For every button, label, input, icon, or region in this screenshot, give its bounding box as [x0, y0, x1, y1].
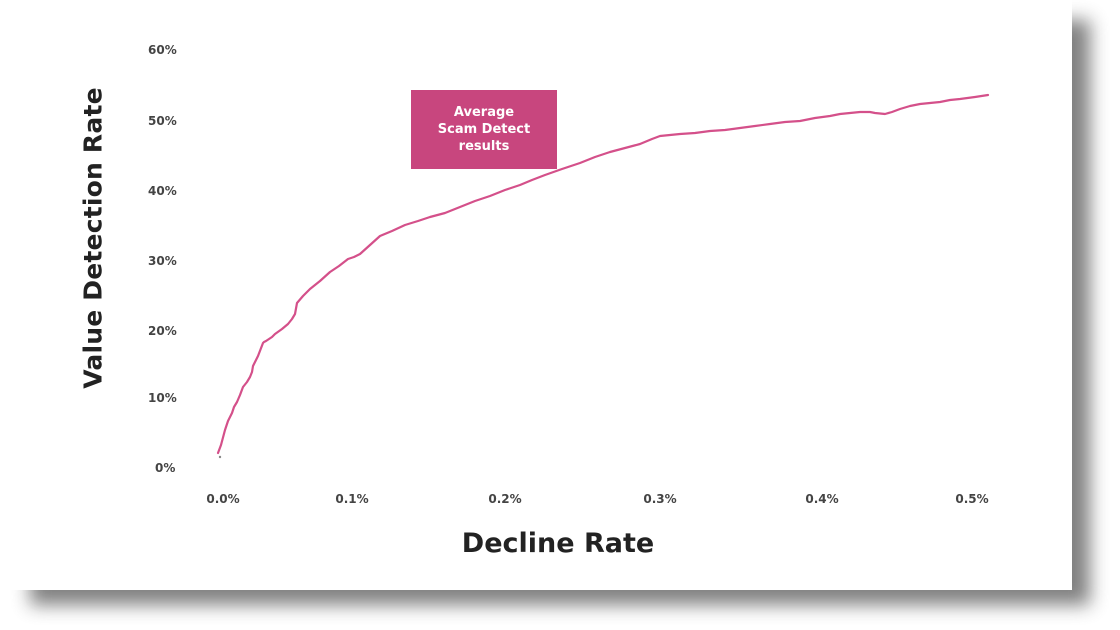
y-tick-40: 40% [148, 184, 177, 198]
origin-dot [218, 455, 222, 459]
annotation-line-1: Average [453, 105, 515, 120]
annotation-line-3: results [458, 139, 510, 154]
x-axis-title: Decline Rate [461, 528, 655, 559]
y-tick-0: 0% [155, 461, 176, 475]
x-tick-0-4: 0.4% [805, 492, 839, 506]
detection-rate-line [216, 93, 990, 455]
plot-area [216, 93, 990, 459]
x-tick-0-5: 0.5% [955, 492, 989, 506]
x-tick-0-2: 0.2% [488, 492, 522, 506]
y-tick-60: 60% [148, 43, 177, 57]
x-tick-0-3: 0.3% [643, 492, 677, 506]
y-tick-10: 10% [148, 391, 177, 405]
x-tick-0-0: 0.0% [206, 492, 240, 506]
annotation-average-scam-detect: Average Scam Detect results [411, 90, 557, 169]
chart-card: Value Detection Rate 60% 50% 40% 30% 20%… [78, 43, 990, 559]
y-tick-50: 50% [148, 114, 177, 128]
x-tick-0-1: 0.1% [335, 492, 369, 506]
y-tick-20: 20% [148, 324, 177, 338]
y-tick-30: 30% [148, 254, 177, 268]
annotation-line-2: Scam Detect [437, 122, 531, 137]
